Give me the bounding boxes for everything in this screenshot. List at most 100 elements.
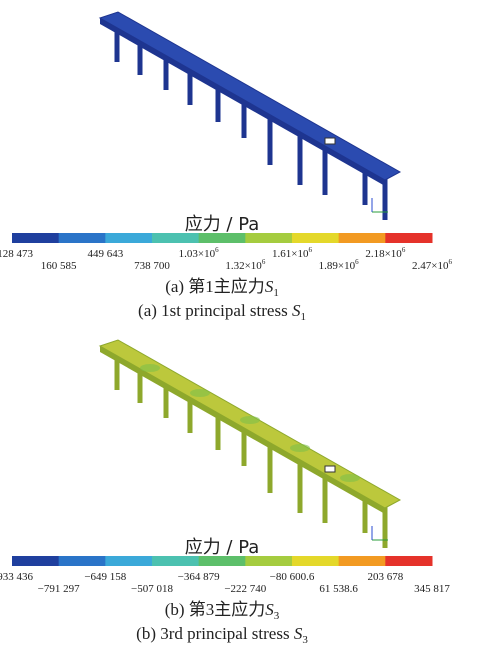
legend-title: 应力 / Pa [185, 214, 260, 235]
deck [98, 11, 402, 181]
colorbar-label: 449 643 [87, 248, 123, 260]
label-text: 345 817 [414, 583, 450, 595]
colorbar-segment [12, 233, 60, 243]
caption-text: (a) 1st principal stress [138, 301, 292, 320]
column [187, 68, 193, 105]
column [137, 42, 143, 75]
colorbar-label: 1.89×106 [319, 258, 359, 272]
stress-patch [140, 364, 160, 372]
colorbar-label: 160 585 [41, 260, 77, 272]
label-text: 160 585 [41, 260, 77, 272]
caption-symbol: S [294, 624, 303, 643]
caption-symbol: S [265, 600, 274, 619]
label-superscript: 6 [262, 258, 266, 266]
caption-text: (b) 第3主应力 [165, 600, 266, 619]
label-text: −222 740 [224, 583, 266, 595]
label-text: −128 473 [0, 248, 33, 260]
colorbar-label: −507 018 [131, 583, 173, 595]
colorbar-segment [198, 233, 246, 243]
bridge-model [98, 11, 402, 220]
caption-text: (a) 第1主应力 [165, 277, 265, 296]
label-text: 203 678 [367, 571, 403, 583]
colorbar-label: 345 817 [414, 583, 450, 595]
column [322, 140, 328, 195]
label-text: 738 700 [134, 260, 170, 272]
column [297, 125, 303, 185]
colorbar-label: −933 436 [0, 571, 33, 583]
column [241, 95, 247, 138]
column [322, 468, 328, 523]
column [163, 383, 169, 418]
label-superscript: 6 [402, 246, 406, 254]
label-superscript: 6 [308, 246, 312, 254]
colorbar-label: −128 473 [0, 248, 33, 260]
stress-patch [240, 416, 260, 424]
colorbar-segment [58, 233, 106, 243]
label-text: −364 879 [178, 571, 220, 583]
stress-patch [340, 474, 360, 482]
column [297, 453, 303, 513]
colorbar-segment [385, 233, 433, 243]
colorbar-segment [105, 233, 153, 243]
label-text: 1.61×10 [272, 248, 309, 260]
label-text: −791 297 [38, 583, 80, 595]
label-text: 1.03×10 [179, 248, 216, 260]
caption-symbol: S [265, 277, 274, 296]
colorbar-label: 738 700 [134, 260, 170, 272]
column [267, 110, 273, 165]
column [114, 358, 120, 390]
colorbar-segment [105, 556, 153, 566]
label-text: −933 436 [0, 571, 33, 583]
colorbar-label: 1.61×106 [272, 246, 312, 260]
colorbar-segment [152, 556, 200, 566]
column [215, 82, 221, 122]
colorbar-label: 1.32×106 [225, 258, 265, 272]
colorbar-segment [198, 556, 246, 566]
colorbar-label: −791 297 [38, 583, 80, 595]
caption-symbol: S [292, 301, 301, 320]
colorbar-label: −364 879 [178, 571, 220, 583]
caption-subscript: 1 [273, 287, 279, 299]
colorbar-label: −222 740 [224, 583, 266, 595]
colorbar-label: −80 600.6 [270, 571, 315, 583]
opening [324, 465, 336, 473]
colorbar-segment [245, 233, 293, 243]
label-text: 61 538.6 [319, 583, 358, 595]
colorbar-segment [292, 556, 340, 566]
colorbar-label: 203 678 [367, 571, 403, 583]
label-superscript: 6 [215, 246, 219, 254]
column [382, 172, 388, 220]
colorbar-label: 61 538.6 [319, 583, 358, 595]
caption: (b) 第3主应力S3 [165, 600, 280, 622]
colorbar-segment [292, 233, 340, 243]
column [382, 500, 388, 548]
column [362, 165, 368, 205]
column [215, 410, 221, 450]
label-text: −507 018 [131, 583, 173, 595]
bridge-model [98, 339, 402, 548]
colorbar-segment [338, 233, 386, 243]
column [241, 423, 247, 466]
legend-title: 应力 / Pa [185, 537, 260, 558]
caption-subscript: 3 [274, 610, 280, 622]
deck-side [100, 18, 385, 186]
colorbar-segment [338, 556, 386, 566]
label-text: −80 600.6 [270, 571, 315, 583]
label-text: 1.89×10 [319, 260, 356, 272]
column [114, 30, 120, 62]
caption: (a) 第1主应力S1 [165, 277, 279, 299]
column [163, 55, 169, 90]
deck-side [100, 346, 385, 514]
caption: (a) 1st principal stress S1 [138, 301, 306, 323]
label-text: 2.47×10 [412, 260, 449, 272]
colorbar-label: 2.47×106 [412, 258, 452, 272]
stress-patch [190, 389, 210, 397]
column [187, 396, 193, 433]
label-text: 2.18×10 [365, 248, 402, 260]
column [362, 493, 368, 533]
colorbar-segment [58, 556, 106, 566]
label-text: 449 643 [87, 248, 123, 260]
caption-subscript: 3 [302, 634, 308, 646]
colorbar-label: 2.18×106 [365, 246, 405, 260]
